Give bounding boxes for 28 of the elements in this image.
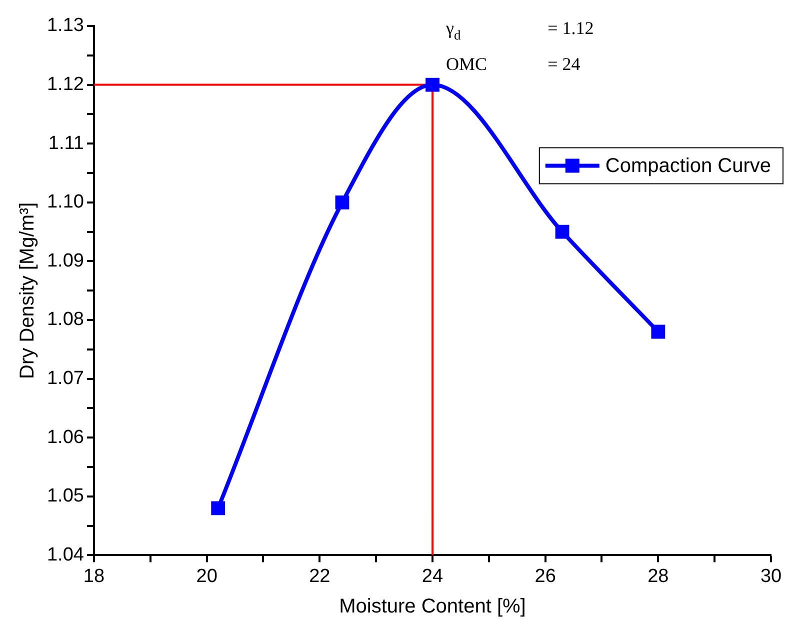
x-tick-label: 28	[648, 566, 669, 587]
legend-label: Compaction Curve	[605, 155, 771, 178]
y-tick-label: 1.12	[46, 74, 84, 96]
y-tick-label: 1.10	[46, 192, 84, 213]
annotation: = 24	[548, 54, 580, 74]
point	[651, 324, 666, 339]
x-tick-label: 24	[422, 566, 444, 587]
y-tick-label: 1.13	[46, 15, 84, 36]
x-tick-label: 20	[196, 566, 218, 587]
y-tick-label: 1.08	[46, 309, 84, 330]
x-tick-label: 18	[83, 566, 105, 587]
point	[211, 501, 226, 516]
y-tick-label: 1.11	[48, 132, 84, 154]
y-tick-label: 1.04	[46, 544, 84, 566]
annotation: OMC	[446, 54, 488, 74]
y-tick-label: 1.06	[46, 426, 84, 448]
point	[555, 224, 570, 239]
y-tick-label: 1.05	[46, 486, 84, 507]
y-tick-label: 1.07	[46, 368, 84, 390]
point	[426, 78, 440, 92]
point	[335, 195, 350, 210]
x-tick-label: 22	[309, 566, 330, 587]
x-tick-label: 26	[534, 566, 556, 587]
x-axis-title: Moisture Content [%]	[339, 596, 526, 618]
y-axis-title: Dry Density [Mg/m³]	[16, 202, 39, 379]
y-tick-label: 1.09	[46, 250, 84, 272]
annotation: = 1.12	[548, 18, 594, 38]
x-tick-label: 30	[760, 566, 782, 587]
